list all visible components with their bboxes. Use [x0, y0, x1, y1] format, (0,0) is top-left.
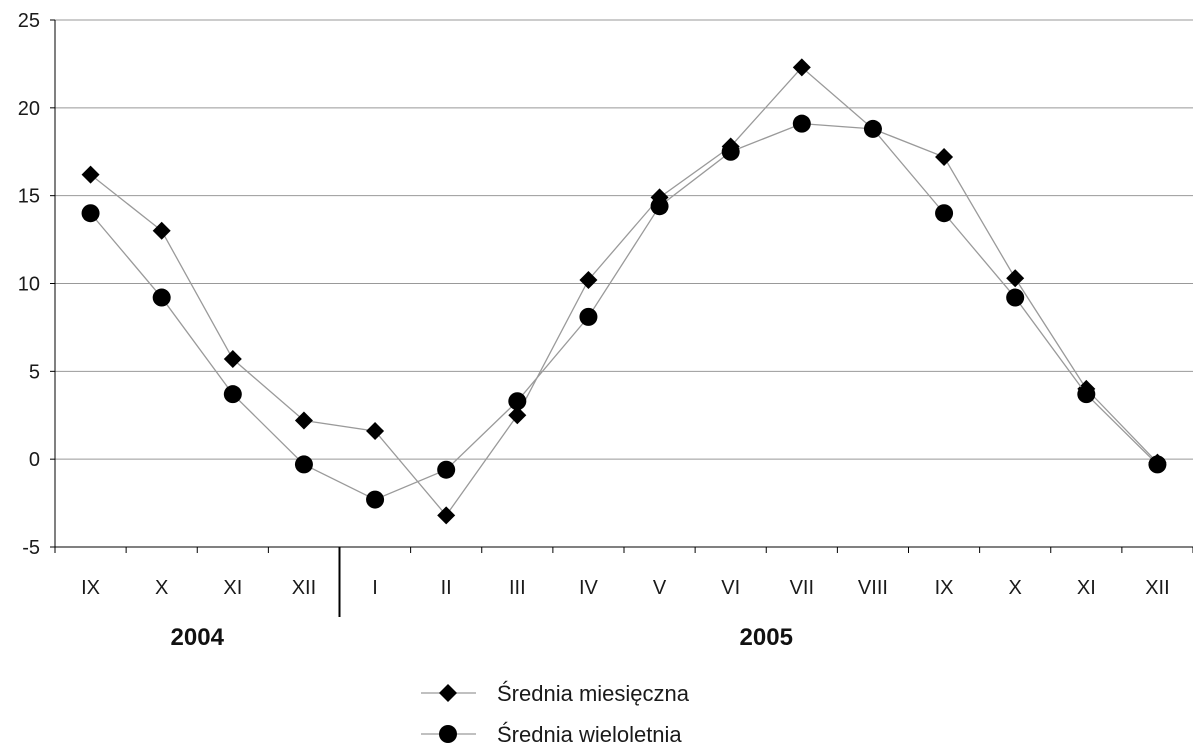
data-point-circle: [863, 119, 882, 138]
data-point-diamond: [1006, 269, 1025, 288]
series-2: [81, 114, 1167, 509]
data-point-circle: [81, 204, 100, 223]
data-point-diamond: [152, 221, 171, 240]
x-tick-label: XI: [1077, 577, 1096, 599]
x-tick-label: VIII: [858, 577, 888, 599]
data-point-circle: [366, 490, 385, 509]
data-point-circle: [437, 460, 456, 479]
year-label: 2005: [740, 624, 793, 651]
y-tick-label: 0: [29, 449, 40, 471]
data-point-circle: [439, 725, 457, 743]
data-point-diamond: [439, 684, 457, 702]
x-tick-label: XI: [223, 577, 242, 599]
x-tick-label: X: [155, 577, 168, 599]
series-line: [90, 66, 1158, 517]
data-point-circle: [508, 392, 527, 411]
data-point-diamond: [366, 422, 385, 441]
data-point-diamond: [437, 506, 456, 525]
year-label: 2004: [171, 624, 225, 651]
legend-entry: Średnia miesięczna: [421, 681, 690, 706]
year-labels: 2004 2005: [171, 624, 793, 651]
axes: [50, 19, 1193, 617]
data-point-diamond: [294, 411, 313, 430]
data-point-circle: [792, 114, 811, 133]
data-point-circle: [152, 288, 171, 307]
legend-label: Średnia wieloletnia: [497, 722, 682, 747]
data-point-diamond: [508, 406, 527, 425]
x-tick-label: XII: [292, 577, 316, 599]
legend-label: Średnia miesięczna: [497, 681, 690, 706]
x-tick-label: II: [441, 577, 452, 599]
y-axis-tick-labels: -5 0 5 10 15 20 25: [18, 10, 40, 559]
data-point-circle: [579, 307, 598, 326]
x-tick-label: IV: [579, 577, 599, 599]
data-point-circle: [294, 455, 313, 474]
series-line: [90, 122, 1158, 501]
gridlines: [55, 19, 1193, 460]
y-tick-label: 10: [18, 274, 40, 296]
legend-entry: Średnia wieloletnia: [421, 722, 682, 747]
data-point-circle: [1148, 455, 1167, 474]
x-tick-label: I: [372, 577, 378, 599]
y-tick-label: 5: [29, 361, 40, 383]
x-tick-label: X: [1009, 577, 1022, 599]
data-point-circle: [223, 385, 242, 404]
data-point-diamond: [579, 270, 598, 289]
data-point-circle: [1006, 288, 1025, 307]
y-tick-label: 25: [18, 10, 40, 32]
series-1: [81, 58, 1167, 525]
x-tick-label: V: [653, 577, 667, 599]
x-tick-label: IX: [935, 577, 954, 599]
data-point-diamond: [792, 58, 811, 77]
x-tick-label: VI: [721, 577, 740, 599]
y-tick-label: 15: [18, 186, 40, 208]
data-point-diamond: [81, 165, 100, 184]
x-tick-label: III: [509, 577, 526, 599]
x-tick-label: VII: [790, 577, 814, 599]
y-tick-label: -5: [22, 537, 40, 559]
data-point-diamond: [223, 350, 242, 369]
data-point-circle: [721, 142, 740, 161]
data-point-circle: [1077, 385, 1096, 404]
x-axis-tick-labels: IX X XI XII I II III IV V VI VII VIII IX X XI XII: [81, 577, 1170, 599]
x-tick-label: XII: [1145, 577, 1169, 599]
legend: Średnia miesięczna Średnia wieloletnia: [421, 681, 690, 747]
x-tick-label: IX: [81, 577, 100, 599]
y-tick-label: 20: [18, 98, 40, 120]
data-point-diamond: [935, 148, 954, 167]
data-point-circle: [650, 197, 669, 216]
data-point-circle: [935, 204, 954, 223]
series-group: [81, 58, 1167, 525]
